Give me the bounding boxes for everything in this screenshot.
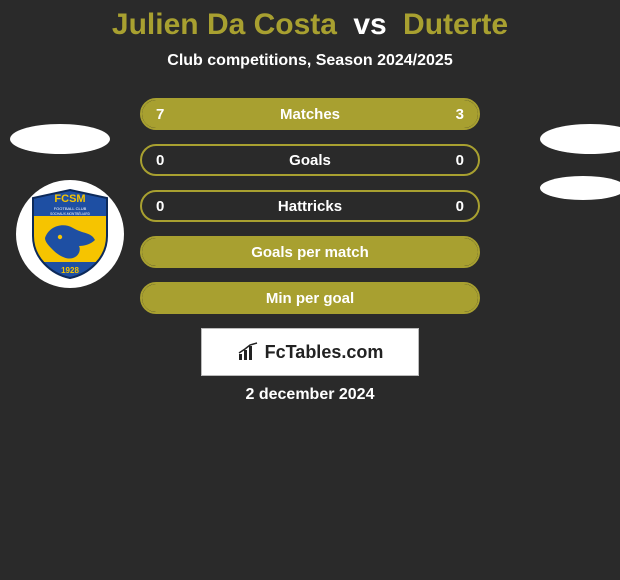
stat-row: Hattricks0 0 [140,190,480,222]
stat-row: Goals per match [140,236,480,268]
club-initials: FCSM [54,193,85,205]
stat-value-left: 0 [156,192,164,220]
player1-name: Julien Da Costa [112,8,337,41]
stat-label: Hattricks [142,192,478,220]
vs-label: vs [353,8,386,41]
stat-label: Goals per match [142,238,478,266]
club-year: 1928 [61,266,79,275]
chart-icon [237,342,259,362]
brand-text: FcTables.com [265,342,384,363]
stat-label: Min per goal [142,284,478,312]
subtitle: Club competitions, Season 2024/2025 [0,52,620,70]
club-sub1: FOOTBALL CLUB [54,206,87,211]
stat-row: Goals0 0 [140,144,480,176]
page-title: Julien Da Costa vs Duterte [0,8,620,42]
stat-label: Matches [142,100,478,128]
decor-oval-left [10,124,110,154]
date-label: 2 december 2024 [0,386,620,404]
stat-value-left: 0 [156,146,164,174]
stat-value-right: 0 [456,192,464,220]
stat-value-right: 3 [456,100,464,128]
club-badge: FCSM FOOTBALL CLUB SOCHAUX-MONTBÉLIARD 1… [16,180,124,288]
club-sub2: SOCHAUX-MONTBÉLIARD [50,211,91,216]
brand-badge: FcTables.com [201,328,419,376]
stat-value-right: 0 [456,146,464,174]
player2-name: Duterte [403,8,508,41]
stat-row: Matches7 3 [140,98,480,130]
decor-oval-right-2 [540,176,620,200]
stat-row: Min per goal [140,282,480,314]
stats-list: Matches73Goals00Hattricks00Goals per mat… [140,98,480,314]
club-shield: FCSM FOOTBALL CLUB SOCHAUX-MONTBÉLIARD 1… [29,188,111,280]
stat-label: Goals [142,146,478,174]
stat-value-left: 7 [156,100,164,128]
